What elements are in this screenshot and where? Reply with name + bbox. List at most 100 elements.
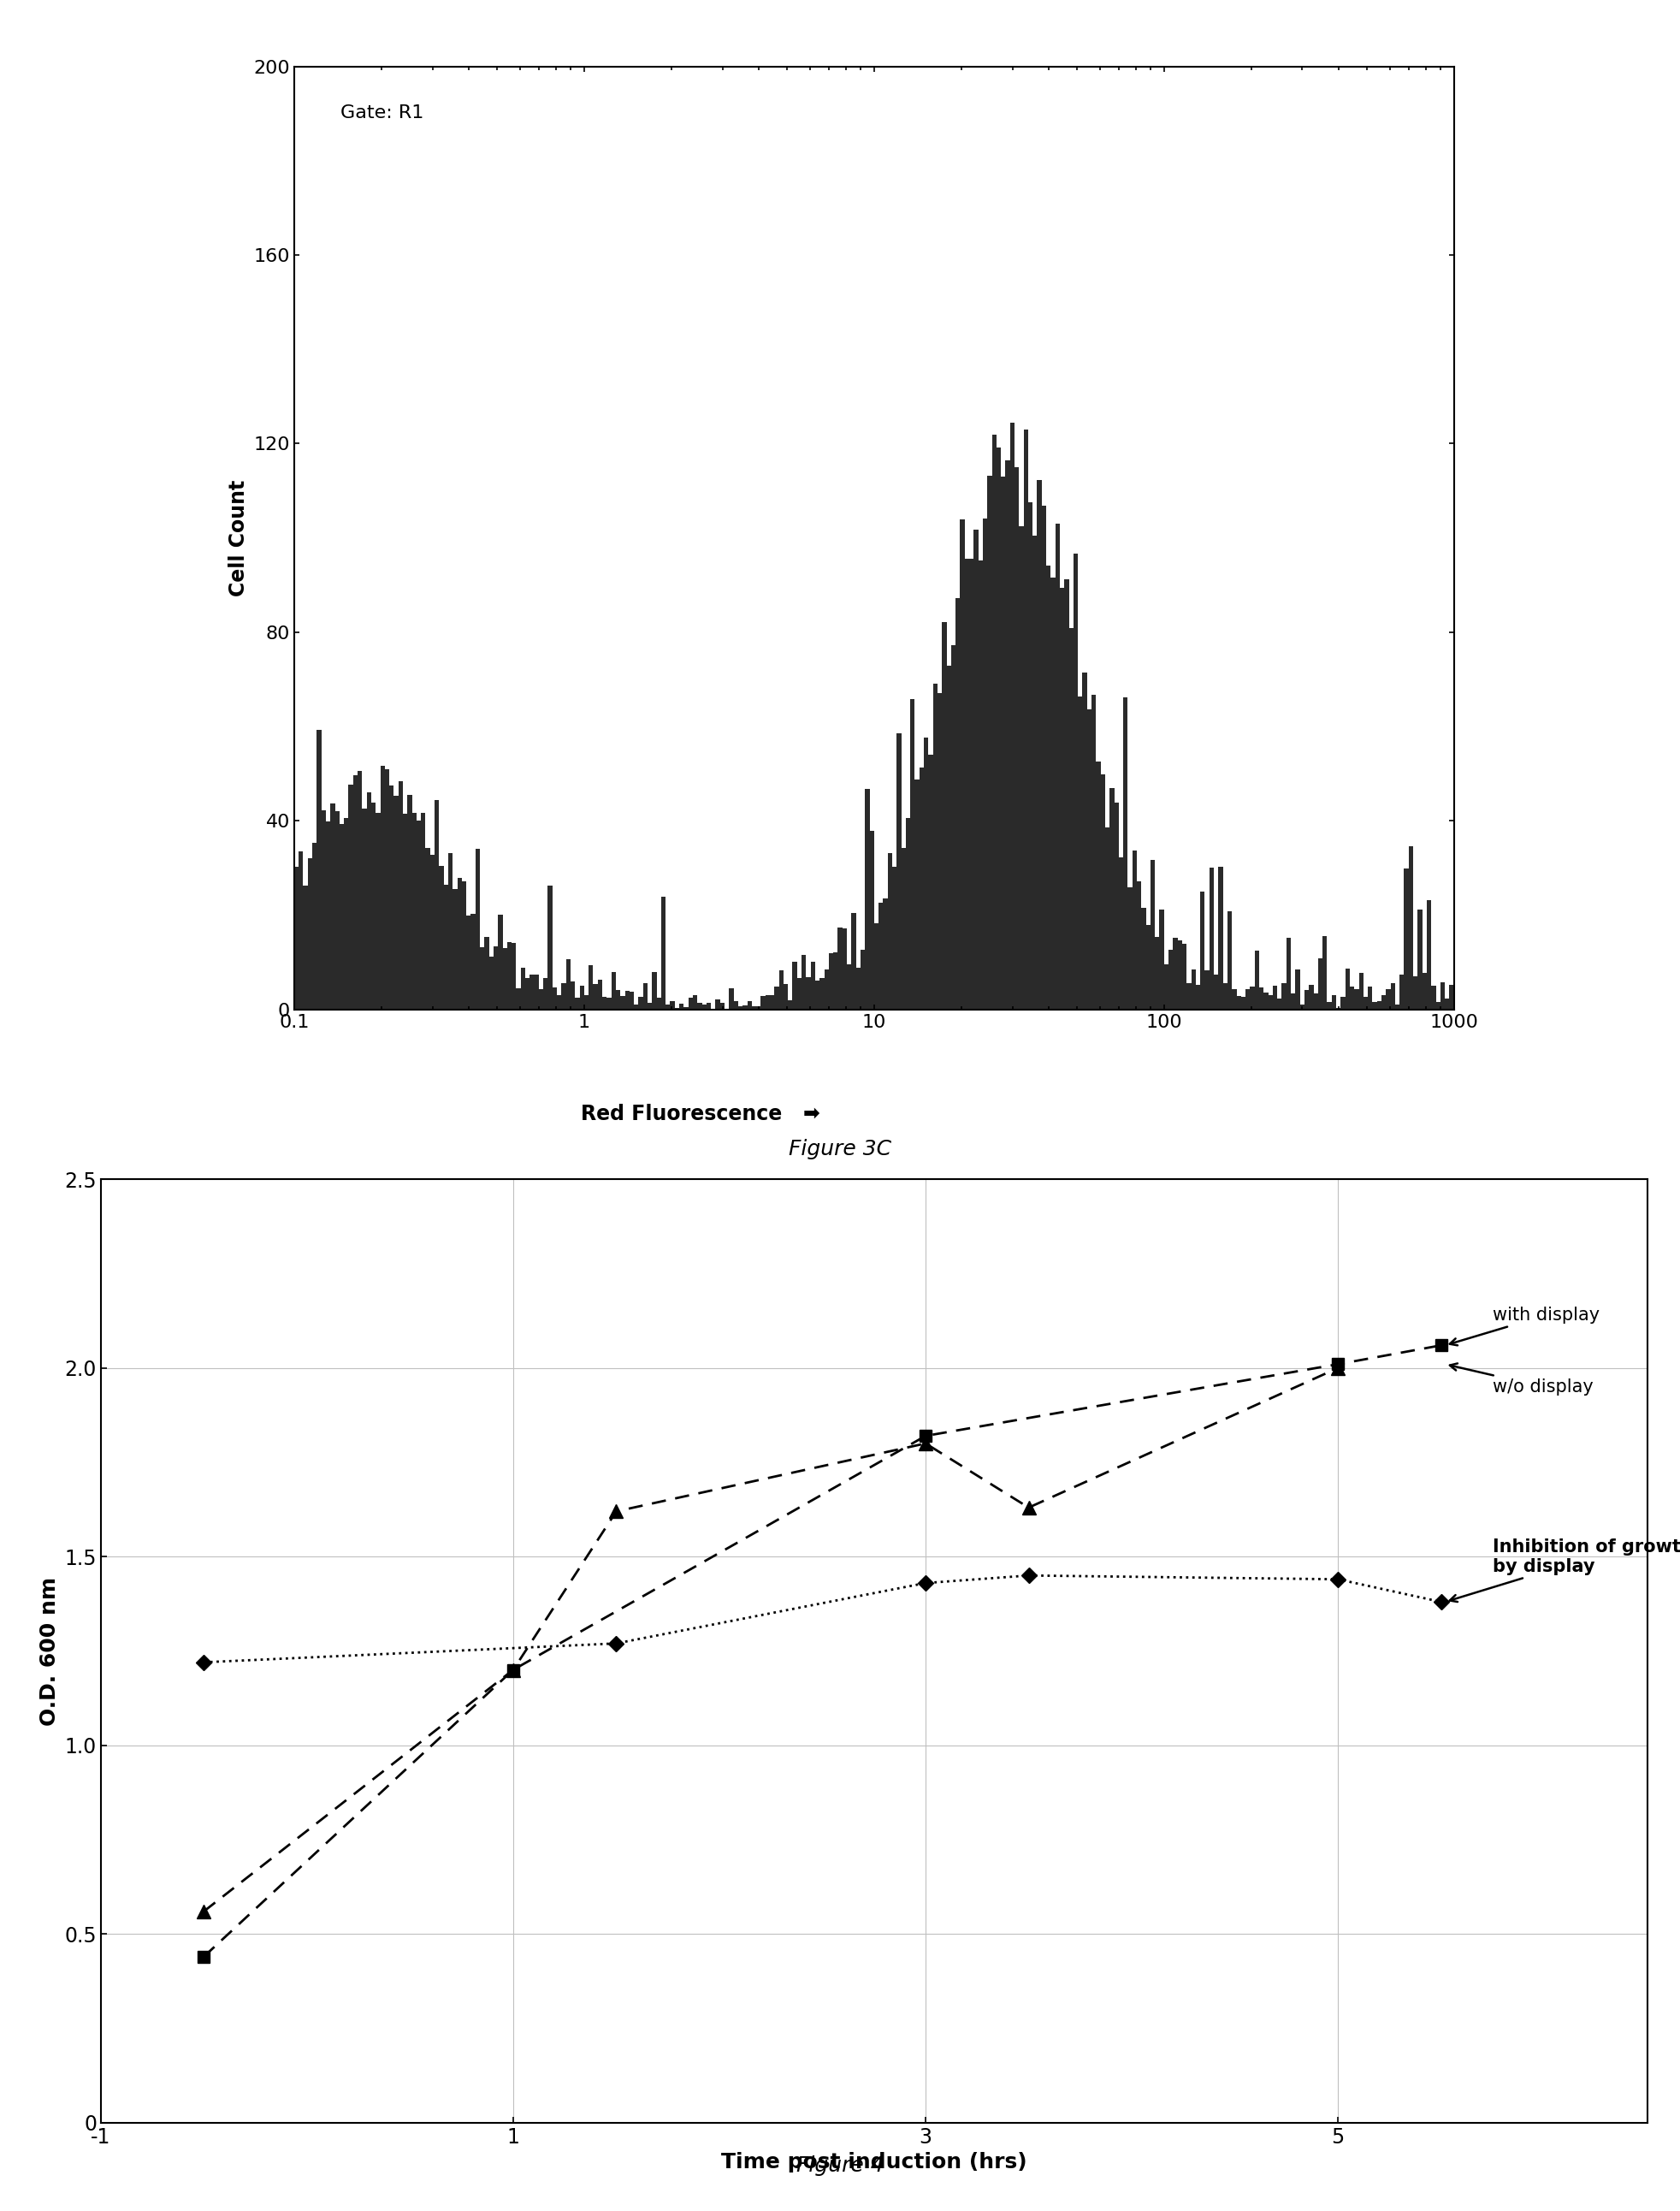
Bar	[647, 1004, 652, 1010]
Bar	[1322, 935, 1327, 1010]
Bar	[1331, 995, 1336, 1010]
Bar	[796, 977, 801, 1010]
Bar	[438, 867, 444, 1010]
Bar	[1299, 1006, 1304, 1010]
Bar	[937, 694, 941, 1010]
Bar	[376, 814, 380, 1010]
Bar	[1119, 858, 1122, 1010]
Bar	[1074, 553, 1077, 1010]
Bar	[507, 942, 511, 1010]
Bar	[348, 785, 353, 1010]
Bar	[1312, 993, 1317, 1010]
Bar	[665, 1004, 670, 1010]
Text: Figure 4: Figure 4	[796, 2156, 884, 2176]
Bar	[756, 1006, 761, 1010]
Bar	[1245, 988, 1250, 1010]
Bar	[1122, 696, 1127, 1010]
Bar	[932, 683, 937, 1010]
Bar	[951, 646, 956, 1010]
Bar	[294, 867, 299, 1010]
Bar	[534, 975, 539, 1010]
Bar	[1408, 847, 1413, 1010]
Bar	[1010, 422, 1015, 1010]
Bar	[1109, 787, 1114, 1010]
Bar	[339, 825, 344, 1010]
Bar	[738, 1006, 743, 1010]
Bar	[679, 1004, 684, 1010]
Bar	[366, 792, 371, 1010]
Bar	[983, 517, 986, 1010]
Bar	[1015, 467, 1018, 1010]
Bar	[996, 447, 1000, 1010]
Text: Figure 3C: Figure 3C	[788, 1139, 892, 1159]
Bar	[973, 531, 978, 1010]
Bar	[344, 818, 348, 1010]
Bar	[452, 889, 457, 1010]
Bar	[430, 853, 435, 1010]
Bar	[612, 973, 615, 1010]
Bar	[906, 818, 911, 1010]
Bar	[553, 988, 556, 1010]
Bar	[956, 599, 959, 1010]
Bar	[783, 984, 788, 1010]
Bar	[398, 780, 403, 1010]
Text: w/o display: w/o display	[1450, 1364, 1593, 1395]
Bar	[1403, 869, 1408, 1010]
Bar	[1394, 1004, 1399, 1010]
Bar	[716, 999, 719, 1010]
Bar	[1327, 1002, 1331, 1010]
Bar	[420, 814, 425, 1010]
Bar	[919, 767, 924, 1010]
Bar	[991, 433, 996, 1010]
Bar	[1077, 696, 1082, 1010]
Bar	[484, 937, 489, 1010]
Bar	[959, 520, 964, 1010]
Bar	[833, 953, 837, 1010]
Bar	[1431, 986, 1435, 1010]
Bar	[334, 811, 339, 1010]
Bar	[865, 789, 869, 1010]
Bar	[895, 734, 900, 1010]
Bar	[593, 984, 598, 1010]
Bar	[462, 882, 465, 1010]
Bar	[1055, 524, 1060, 1010]
Bar	[964, 559, 969, 1010]
Bar	[1154, 937, 1159, 1010]
Bar	[860, 949, 865, 1010]
Bar	[556, 995, 561, 1010]
Bar	[815, 982, 820, 1010]
Y-axis label: O.D. 600 nm: O.D. 600 nm	[39, 1576, 60, 1725]
Bar	[353, 776, 358, 1010]
Bar	[1250, 986, 1253, 1010]
Bar	[1087, 710, 1090, 1010]
Bar	[316, 730, 321, 1010]
Bar	[1200, 891, 1205, 1010]
Bar	[732, 1002, 738, 1010]
Bar	[1095, 761, 1100, 1010]
Bar	[598, 979, 601, 1010]
Bar	[1127, 887, 1132, 1010]
Bar	[1362, 997, 1368, 1010]
Bar	[927, 754, 932, 1010]
Bar	[575, 997, 580, 1010]
Bar	[625, 991, 628, 1010]
Bar	[855, 968, 860, 1010]
Bar	[585, 995, 588, 1010]
Bar	[299, 851, 302, 1010]
Bar	[312, 842, 316, 1010]
Bar	[887, 853, 892, 1010]
Bar	[502, 949, 507, 1010]
Bar	[1399, 975, 1403, 1010]
Bar	[417, 820, 420, 1010]
Bar	[764, 995, 769, 1010]
Bar	[719, 1004, 724, 1010]
Bar	[869, 831, 874, 1010]
Bar	[1060, 588, 1063, 1010]
Bar	[1028, 502, 1032, 1010]
Bar	[331, 803, 334, 1010]
Bar	[371, 803, 376, 1010]
Y-axis label: Cell Count: Cell Count	[228, 480, 249, 597]
Bar	[580, 986, 585, 1010]
Bar	[457, 878, 462, 1010]
Bar	[1267, 995, 1272, 1010]
